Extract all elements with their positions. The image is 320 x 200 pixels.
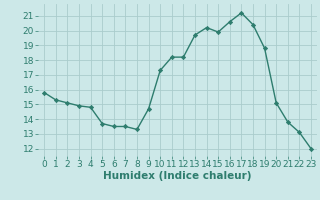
X-axis label: Humidex (Indice chaleur): Humidex (Indice chaleur) [103, 171, 252, 181]
